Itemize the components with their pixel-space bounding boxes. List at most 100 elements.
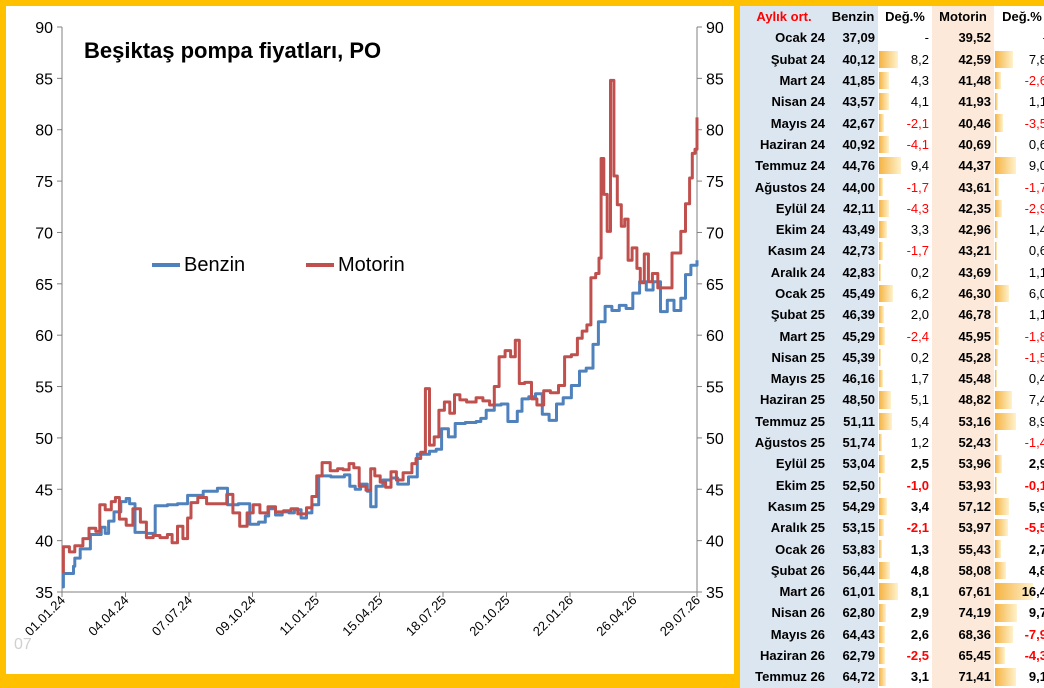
change-data-bar	[879, 391, 891, 409]
change-value: 3,3	[910, 222, 929, 238]
row-benzin-price: 45,29	[828, 325, 878, 347]
change-value: 16,4	[1021, 584, 1044, 600]
row-motorin-change: -0,1	[994, 474, 1044, 496]
change-data-bar	[879, 540, 882, 558]
row-benzin-price: 44,76	[828, 155, 878, 177]
change-value: 9,4	[910, 158, 929, 174]
x-tick-label: 26.04.26	[593, 593, 639, 639]
table-row: Şubat 24 40,12 8,2 42,59 7,8	[740, 48, 1044, 70]
change-data-bar	[995, 497, 1009, 516]
row-benzin-change: -1,0	[878, 474, 932, 496]
change-value: 7,4	[1028, 392, 1044, 408]
change-value: 9,7	[1028, 605, 1044, 621]
change-data-bar	[995, 519, 1008, 537]
change-data-bar	[995, 455, 1002, 473]
row-month: Haziran 26	[740, 644, 828, 667]
change-value: -2,5	[906, 648, 929, 664]
change-value: -5,5	[1024, 520, 1044, 536]
row-month: Aralık 25	[740, 517, 828, 539]
change-data-bar	[995, 306, 998, 324]
table-row: Ağustos 25 51,74 1,2 52,43 -1,4	[740, 431, 1044, 454]
table-header-row: Aylık ort. Benzin Değ.% Motorin Değ.%	[740, 6, 1044, 28]
change-data-bar	[995, 50, 1014, 68]
change-data-bar	[995, 433, 999, 452]
row-month: Temmuz 24	[740, 155, 828, 177]
change-value: -	[924, 30, 929, 46]
change-data-bar	[879, 497, 887, 516]
header-month: Aylık ort.	[740, 6, 828, 28]
row-motorin-price: 41,93	[932, 91, 994, 113]
change-value: -0,1	[1024, 477, 1044, 493]
change-data-bar	[879, 306, 884, 324]
row-month: Ocak 26	[740, 538, 828, 560]
change-data-bar	[879, 199, 889, 217]
row-benzin-change: 1,7	[878, 368, 932, 390]
row-motorin-price: 53,93	[932, 474, 994, 496]
header-benzin-change: Değ.%	[878, 6, 932, 28]
change-data-bar	[995, 93, 998, 111]
table-row: Mart 26 61,01 8,1 67,61 16,4	[740, 581, 1044, 603]
row-month: Mart 26	[740, 581, 828, 603]
change-data-bar	[879, 433, 882, 452]
change-data-bar	[879, 157, 901, 175]
row-motorin-change: 8,9	[994, 410, 1044, 432]
table-row: Temmuz 26 64,72 3,1 71,41 9,1	[740, 666, 1044, 688]
row-benzin-change: -4,3	[878, 197, 932, 219]
chart-panel: 35 35 40 40 45 45 50 50 55 55 60 60 65 65 70 70 75 75 80 80…	[6, 6, 734, 674]
change-value: -4,3	[906, 200, 929, 216]
row-month: Ekim 25	[740, 474, 828, 496]
row-motorin-change: -1,7	[994, 176, 1044, 198]
change-value: 4,1	[910, 94, 929, 110]
x-tick-label: 18.07.25	[403, 593, 449, 639]
row-month: Nisan 25	[740, 346, 828, 369]
line-chart: 35 35 40 40 45 45 50 50 55 55 60 60 65 65 70 70 75 75 80 80…	[22, 20, 724, 639]
change-data-bar	[995, 540, 1002, 558]
row-motorin-change: 9,1	[994, 666, 1044, 688]
row-motorin-change: -4,3	[994, 644, 1044, 667]
table-row: Haziran 26 62,79 -2,5 65,45 -4,3	[740, 644, 1044, 667]
row-benzin-change: -2,1	[878, 517, 932, 539]
change-data-bar	[879, 71, 889, 90]
row-motorin-change: 2,7	[994, 538, 1044, 560]
change-data-bar	[879, 370, 883, 388]
row-benzin-change: 6,2	[878, 282, 932, 305]
row-month: Ocak 25	[740, 282, 828, 305]
table-row: Aralık 24 42,83 0,2 43,69 1,1	[740, 261, 1044, 283]
change-value: 1,1	[1028, 94, 1044, 110]
change-data-bar	[879, 455, 885, 473]
y-tick-label-left: 70	[35, 225, 53, 242]
row-benzin-price: 62,80	[828, 602, 878, 624]
change-value: -2,1	[906, 115, 929, 131]
row-month: Şubat 24	[740, 48, 828, 70]
change-data-bar	[879, 327, 885, 345]
row-motorin-change: -	[994, 27, 1044, 49]
row-month: Aralık 24	[740, 261, 828, 283]
row-benzin-change: 8,1	[878, 581, 932, 603]
change-data-bar	[995, 370, 997, 388]
change-data-bar	[995, 114, 1004, 132]
change-data-bar	[995, 646, 1005, 665]
row-motorin-change: 9,0	[994, 155, 1044, 177]
row-benzin-price: 51,74	[828, 431, 878, 454]
row-month: Şubat 26	[740, 559, 828, 582]
row-benzin-price: 53,83	[828, 538, 878, 560]
row-motorin-change: 6,0	[994, 282, 1044, 305]
y-tick-label-right: 35	[706, 585, 724, 602]
row-motorin-price: 74,19	[932, 602, 994, 624]
change-value: 3,1	[910, 669, 929, 685]
row-motorin-price: 65,45	[932, 644, 994, 667]
change-data-bar	[995, 348, 999, 367]
row-month: Mayıs 24	[740, 112, 828, 134]
row-motorin-change: -7,9	[994, 623, 1044, 645]
row-benzin-price: 42,73	[828, 240, 878, 262]
table-row: Temmuz 25 51,11 5,4 53,16 8,9	[740, 410, 1044, 432]
change-data-bar	[995, 583, 1033, 601]
row-benzin-change: -1,7	[878, 240, 932, 262]
change-data-bar	[879, 114, 884, 132]
row-benzin-change: 3,4	[878, 495, 932, 518]
table-row: Mayıs 26 64,43 2,6 68,36 -7,9	[740, 623, 1044, 645]
y-tick-label-right: 90	[706, 20, 724, 37]
row-month: Kasım 25	[740, 495, 828, 518]
legend-item-motorin: Motorin	[306, 252, 405, 278]
